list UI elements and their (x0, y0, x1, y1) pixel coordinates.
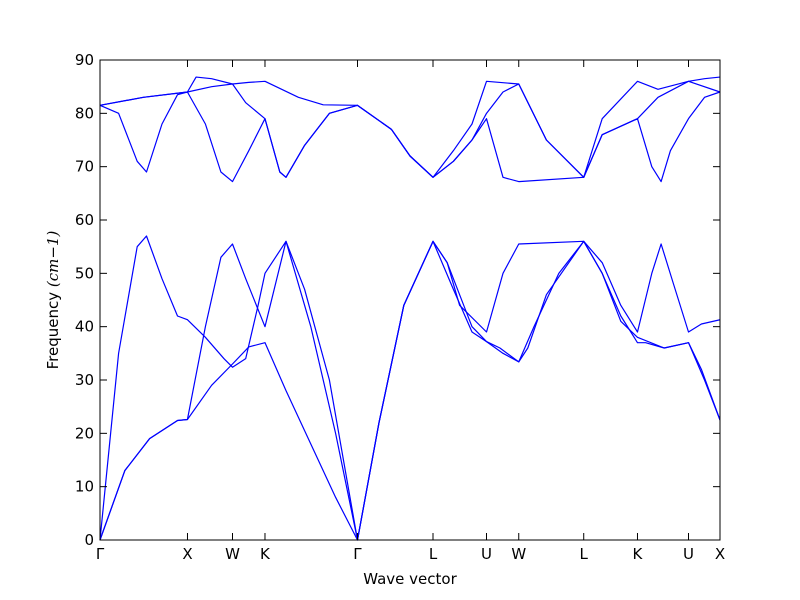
x-tick-label: Γ (96, 545, 105, 563)
y-tick-label: 50 (75, 264, 94, 282)
series-group (99, 76, 721, 541)
x-tick-label: L (580, 545, 589, 563)
y-tick-label: 20 (75, 424, 94, 442)
x-tick-label: K (633, 545, 644, 563)
y-tick-label: 10 (75, 478, 94, 496)
x-axis-label: Wave vector (363, 570, 457, 588)
y-axis-label: Frequency (cm−1) (44, 230, 62, 369)
band-line-6 (99, 76, 721, 178)
band-line-3 (99, 235, 721, 541)
y-tick-label: 80 (75, 104, 94, 122)
x-tick-label: L (429, 545, 438, 563)
y-tick-label: 0 (84, 531, 94, 549)
y-tick-label: 70 (75, 158, 94, 176)
x-tick-label: X (182, 545, 192, 563)
x-tick-label: K (260, 545, 271, 563)
y-tick-label: 90 (75, 51, 94, 69)
plot-frame (99, 59, 721, 541)
y-tick-label: 60 (75, 211, 94, 229)
x-tick-label: Γ (353, 545, 362, 563)
x-tick-label: U (683, 545, 694, 563)
x-tick-label: W (511, 545, 526, 563)
y-tick-label: 30 (75, 371, 94, 389)
x-tick-label: X (715, 545, 725, 563)
x-tick-label: W (225, 545, 240, 563)
y-ticks: 0 10 20 30 40 50 60 70 80 90 (75, 51, 720, 549)
y-axis-label-text: Frequency (44, 292, 62, 370)
y-axis-label-unit: (cm−1) (44, 230, 62, 287)
y-tick-label: 40 (75, 318, 94, 336)
x-tick-label: U (481, 545, 492, 563)
